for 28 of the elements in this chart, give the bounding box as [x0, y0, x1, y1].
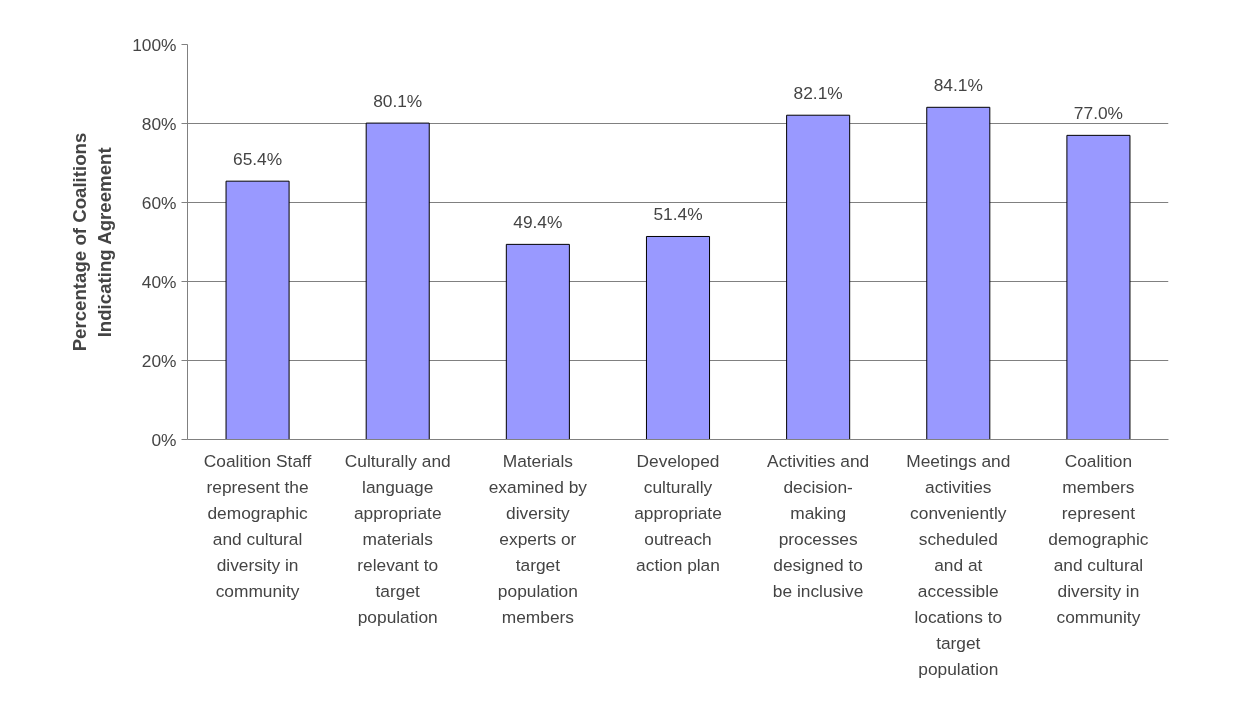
bar: [505, 243, 570, 440]
bar: [365, 122, 430, 440]
x-tick-label: Activities and decision- making processes designed to be inclusive: [767, 450, 870, 601]
x-tick-label: Coalition members represent demographic and cultural diversity in community: [1048, 450, 1149, 627]
data-label: 82.1%: [793, 83, 843, 104]
bar: [645, 235, 711, 440]
bar: [786, 114, 851, 440]
data-label: 84.1%: [933, 75, 983, 96]
data-label: 77.0%: [1073, 103, 1123, 124]
y-tick-label: 40%: [141, 271, 177, 292]
x-tick-label: Coalition Staff represent the demographic and cultural diversity in community: [203, 450, 312, 601]
data-label: 49.4%: [513, 212, 563, 233]
y-tick-label: 0%: [151, 429, 177, 450]
y-tick-label: 60%: [141, 192, 177, 213]
bar: [225, 180, 290, 440]
data-label: 80.1%: [373, 91, 423, 112]
y-tick-label: 20%: [141, 350, 177, 371]
bar: [926, 106, 991, 440]
x-tick-label: Culturally and language appropriate materials relevant to target population: [344, 450, 451, 627]
y-tick-label: 100%: [132, 34, 177, 55]
x-tick-label: Developed culturally appropriate outreach action plan: [634, 450, 722, 575]
x-tick-label: Materials examined by diversity experts or target population members: [488, 450, 588, 627]
data-label: 51.4%: [653, 204, 703, 225]
y-axis-title: Percentage of Coalitions Indicating Agreement: [68, 132, 116, 352]
y-tick-label: 80%: [141, 113, 177, 134]
category-label: Meetings and activities conveniently scheduled and at accessible locations to target population: [906, 450, 1011, 679]
bar: [1066, 134, 1131, 440]
data-label: 65.4%: [233, 149, 283, 170]
